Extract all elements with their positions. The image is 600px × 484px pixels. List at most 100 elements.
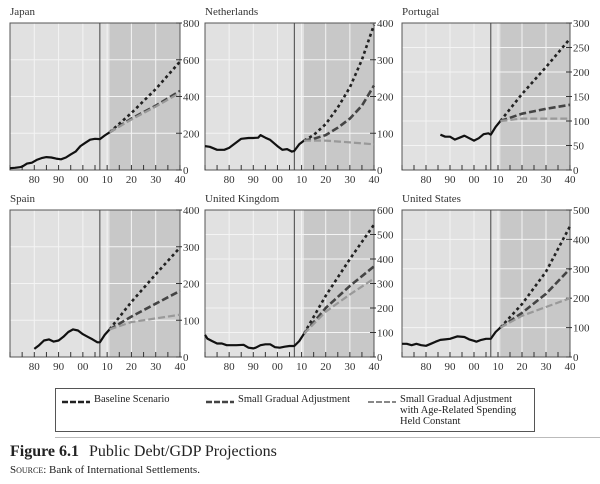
figure-caption: Figure 6.1 Public Debt/GDP Projections <box>10 443 277 461</box>
series-baseline-scenario <box>302 223 376 335</box>
figure-source: Source: Bank of International Settlement… <box>10 464 200 476</box>
x-tick-label: 30 <box>344 174 356 186</box>
caption-divider <box>55 437 600 438</box>
legend-item-baseline: Baseline Scenario <box>62 394 170 406</box>
x-tick-label: 00 <box>77 361 89 373</box>
y-tick-label: 200 <box>377 92 394 104</box>
legend-label-small-gradual: Small Gradual Adjustment <box>238 394 350 405</box>
legend-swatch-baseline <box>62 400 90 404</box>
x-tick-label: 10 <box>102 361 114 373</box>
x-tick-label: 30 <box>541 174 553 186</box>
figure-title: Public Debt/GDP Projections <box>89 443 277 460</box>
legend-label-baseline: Baseline Scenario <box>94 394 170 405</box>
series-historical <box>204 333 305 350</box>
x-tick-label: 80 <box>224 174 236 186</box>
series-small-gradual-adjustment-with-age-related-spending-held-constant <box>500 117 570 123</box>
y-tick-label: 400 <box>573 234 590 246</box>
x-tick-label: 90 <box>445 174 457 186</box>
x-tick-label: 10 <box>493 174 505 186</box>
series-small-gradual-adjustment-with-age-related-spending-held-constant <box>109 91 181 134</box>
x-tick-label: 20 <box>517 174 529 186</box>
y-tick-label: 100 <box>377 128 394 140</box>
series-small-gradual-adjustment-with-age-related-spending-held-constant <box>304 139 375 146</box>
y-tick-label: 400 <box>377 254 394 266</box>
y-tick-label: 600 <box>377 205 394 217</box>
x-tick-label: 90 <box>248 361 260 373</box>
x-tick-label: 20 <box>126 361 138 373</box>
y-tick-label: 50 <box>573 141 585 153</box>
y-tick-label: 0 <box>377 352 383 364</box>
y-tick-label: 0 <box>377 165 383 177</box>
x-tick-label: 30 <box>541 361 553 373</box>
x-tick-label: 90 <box>445 361 457 373</box>
series-historical <box>204 134 305 153</box>
y-tick-label: 300 <box>377 279 394 291</box>
x-tick-label: 40 <box>175 174 187 186</box>
y-tick-label: 400 <box>183 205 200 217</box>
series-small-gradual-adjustment <box>499 103 571 123</box>
series-historical <box>33 328 111 350</box>
legend-item-age-related: Small Gradual Adjustment with Age-Relate… <box>368 394 516 427</box>
y-tick-label: 400 <box>377 18 394 30</box>
panel-japan: Japan 0 200 400 600 800 80 90 00 10 20 30 40 <box>9 6 200 186</box>
legend: Baseline Scenario Small Gradual Adjustme… <box>55 388 535 432</box>
x-tick-label: 20 <box>320 361 332 373</box>
y-tick-label: 100 <box>573 323 590 335</box>
x-tick-label: 10 <box>296 174 308 186</box>
series-historical <box>402 326 502 347</box>
y-tick-label: 100 <box>377 328 394 340</box>
x-tick-label: 40 <box>565 361 577 373</box>
series-small-gradual-adjustment <box>108 289 181 331</box>
x-tick-label: 20 <box>517 361 529 373</box>
series-small-gradual-adjustment-with-age-related-spending-held-constant <box>499 297 571 329</box>
y-tick-label: 200 <box>573 293 590 305</box>
series-baseline-scenario <box>108 60 181 134</box>
y-tick-label: 0 <box>573 165 579 177</box>
x-tick-label: 40 <box>369 361 381 373</box>
y-tick-label: 0 <box>573 352 579 364</box>
x-tick-label: 20 <box>126 174 138 186</box>
y-tick-label: 100 <box>573 116 590 128</box>
x-tick-label: 90 <box>248 174 260 186</box>
legend-label-age-related: Small Gradual Adjustment with Age-Relate… <box>400 394 517 427</box>
x-tick-label: 10 <box>296 361 308 373</box>
y-tick-label: 500 <box>573 205 590 217</box>
x-tick-label: 40 <box>565 174 577 186</box>
y-tick-label: 0 <box>183 165 189 177</box>
source-text: Bank of International Settlements. <box>49 464 200 476</box>
x-tick-label: 00 <box>77 174 89 186</box>
y-tick-label: 600 <box>183 55 200 67</box>
series-small-gradual-adjustment-with-age-related-spending-held-constant <box>109 313 181 331</box>
panel-title-japan: Japan <box>10 6 36 18</box>
x-tick-label: 30 <box>150 361 162 373</box>
series-historical <box>9 131 111 170</box>
series-small-gradual-adjustment <box>303 265 375 335</box>
panel-title-spain: Spain <box>10 193 36 205</box>
panel-netherlands: Netherlands 0 100 200 300 400 80 90 00 10 20 30 40 <box>204 6 394 186</box>
y-tick-label: 250 <box>573 43 590 55</box>
x-tick-label: 80 <box>29 174 41 186</box>
x-tick-label: 90 <box>53 361 65 373</box>
panel-title-united-states: United States <box>402 193 461 205</box>
x-tick-label: 30 <box>150 174 162 186</box>
x-tick-label: 80 <box>421 174 433 186</box>
series-small-gradual-adjustment-with-age-related-spending-held-constant <box>303 277 375 335</box>
panel-spain: Spain 0 100 200 300 400 80 90 00 10 20 30 40 <box>9 193 200 373</box>
x-tick-label: 80 <box>224 361 236 373</box>
series-baseline-scenario <box>499 225 572 329</box>
series-historical <box>439 120 502 142</box>
projection-shade <box>500 210 570 357</box>
x-tick-label: 10 <box>493 361 505 373</box>
panel-title-netherlands: Netherlands <box>205 6 258 18</box>
y-tick-label: 300 <box>183 242 200 254</box>
y-tick-label: 200 <box>183 279 200 291</box>
x-tick-label: 40 <box>369 174 381 186</box>
legend-swatch-age-related <box>368 401 396 403</box>
y-tick-label: 100 <box>183 315 200 327</box>
y-tick-label: 300 <box>573 18 590 30</box>
panel-portugal: Portugal 0 50 100 150 200 250 300 80 90 00 10 20 30 40 <box>401 6 590 186</box>
series-small-gradual-adjustment <box>303 84 376 142</box>
y-tick-label: 500 <box>377 230 394 242</box>
x-tick-label: 00 <box>469 174 481 186</box>
y-tick-label: 800 <box>183 18 200 30</box>
